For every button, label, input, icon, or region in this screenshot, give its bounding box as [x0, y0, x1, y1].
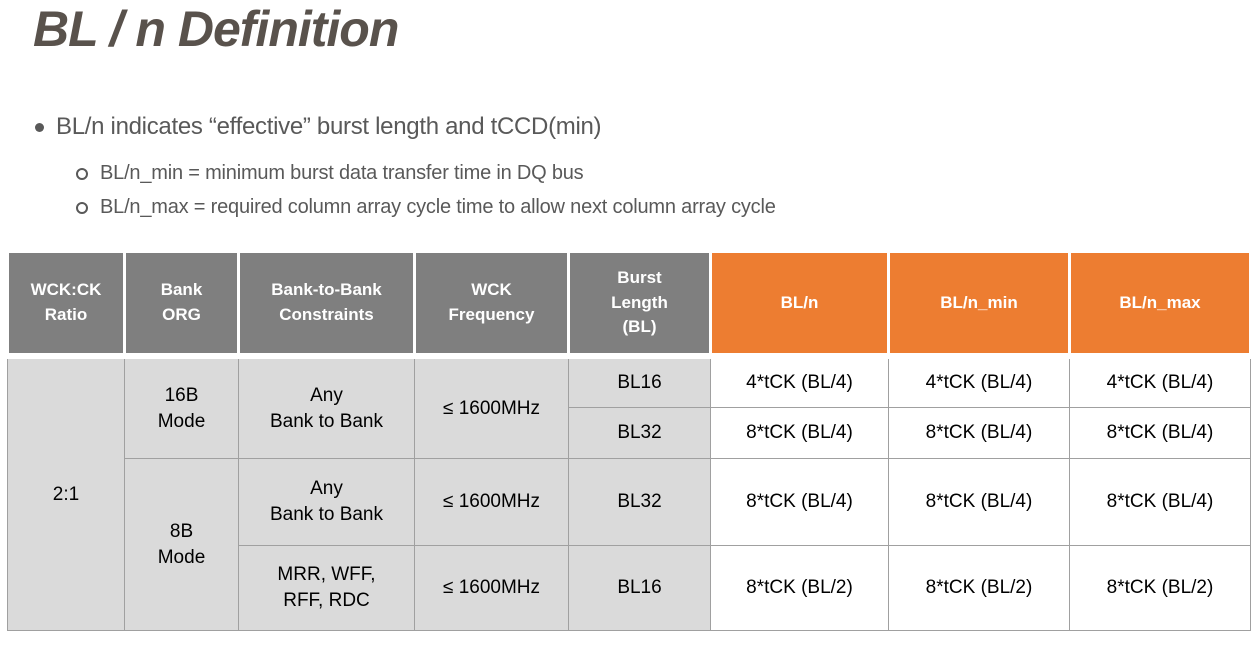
cell-frequency: ≤ 1600MHz — [414, 458, 569, 546]
bl-definition-table: WCK:CK Ratio Bank ORG Bank-to-Bank Const… — [6, 250, 1252, 631]
cell-bl-n: 4*tCK (BL/4) — [710, 355, 889, 408]
table-row: BL32 8*tCK (BL/4) 8*tCK (BL/4) 8*tCK (BL… — [8, 407, 1251, 459]
cell-constraints: MRR, WFF, RFF, RDC — [238, 545, 415, 631]
cell-constraints: Any Bank to Bank — [238, 458, 415, 546]
bullet-text: BL/n indicates “effective” burst length … — [56, 113, 602, 140]
header-wck-ck-ratio: WCK:CK Ratio — [6, 250, 126, 359]
cell-bl-n-max: 8*tCK (BL/4) — [1069, 407, 1251, 459]
cell-bl-n-min: 4*tCK (BL/4) — [888, 355, 1070, 408]
sub-bullet-text: BL/n_max = required column array cycle t… — [100, 196, 776, 218]
cell-constraints: Any Bank to Bank — [238, 355, 415, 459]
page-title: BL / n Definition — [33, 1, 399, 57]
header-bl-n: BL/n — [709, 250, 890, 359]
cell-bl-n-min: 8*tCK (BL/4) — [888, 458, 1070, 546]
cell-burst-length: BL32 — [568, 458, 711, 546]
cell-frequency: ≤ 1600MHz — [414, 355, 569, 459]
sub-bullet-item: BL/n_min = minimum burst data transfer t… — [76, 162, 584, 185]
header-burst-length: Burst Length (BL) — [567, 250, 712, 359]
cell-bl-n-max: 8*tCK (BL/4) — [1069, 458, 1251, 546]
table-row: 2:1 16B Mode Any Bank to Bank ≤ 1600MHz … — [7, 355, 1251, 631]
cell-ratio: 2:1 — [7, 355, 125, 631]
cell-bl-n: 8*tCK (BL/4) — [710, 407, 889, 459]
header-bank-org: Bank ORG — [123, 250, 240, 359]
bullet-dot-icon — [35, 122, 44, 132]
header-bl-n-min: BL/n_min — [887, 250, 1071, 359]
circle-bullet-icon — [76, 201, 88, 214]
circle-bullet-icon — [76, 167, 88, 180]
header-bl-n-max: BL/n_max — [1068, 250, 1252, 359]
bullet-item: BL/n indicates “effective” burst length … — [35, 113, 602, 141]
cell-bl-n: 8*tCK (BL/2) — [710, 545, 889, 631]
sub-bullet-text: BL/n_min = minimum burst data transfer t… — [100, 162, 584, 184]
cell-bl-n-min: 8*tCK (BL/4) — [888, 407, 1070, 459]
cell-bank-org: 8B Mode — [124, 458, 239, 631]
cell-frequency: ≤ 1600MHz — [414, 545, 569, 631]
cell-burst-length: BL16 — [568, 545, 711, 631]
cell-burst-length: BL16 — [568, 355, 711, 408]
cell-bl-n: 8*tCK (BL/4) — [710, 458, 889, 546]
cell-bl-n-max: 8*tCK (BL/2) — [1069, 545, 1251, 631]
cell-burst-length: BL32 — [568, 407, 711, 459]
table-header-row: WCK:CK Ratio Bank ORG Bank-to-Bank Const… — [6, 250, 1252, 359]
sub-bullet-item: BL/n_max = required column array cycle t… — [76, 196, 776, 219]
cell-bank-org: 16B Mode — [124, 355, 239, 459]
header-wck-frequency: WCK Frequency — [413, 250, 570, 359]
table-row: 8B Mode Any Bank to Bank ≤ 1600MHz BL32 … — [8, 458, 1251, 631]
cell-bl-n-min: 8*tCK (BL/2) — [888, 545, 1070, 631]
cell-bl-n-max: 4*tCK (BL/4) — [1069, 355, 1251, 408]
header-constraints: Bank-to-Bank Constraints — [237, 250, 416, 359]
table-row: MRR, WFF, RFF, RDC ≤ 1600MHz BL16 8*tCK … — [8, 545, 1251, 631]
